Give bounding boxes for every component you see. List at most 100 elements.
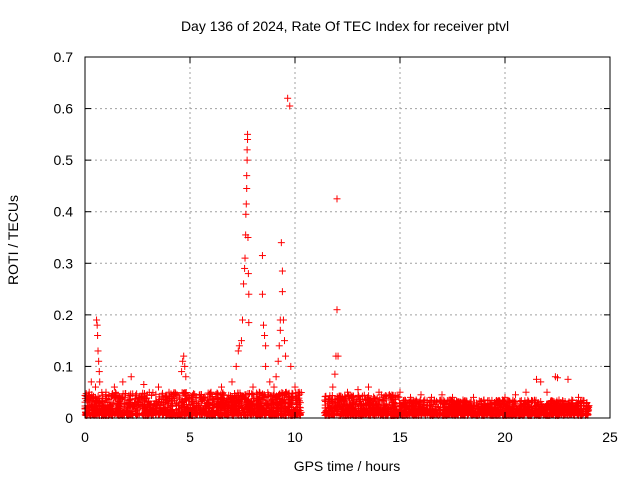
data-point bbox=[246, 409, 254, 417]
data-point bbox=[109, 400, 117, 408]
data-point bbox=[212, 406, 220, 414]
data-point bbox=[112, 388, 120, 396]
data-point bbox=[155, 383, 162, 391]
x-tick-label: 5 bbox=[186, 429, 194, 445]
data-point bbox=[109, 390, 117, 398]
data-point bbox=[324, 396, 332, 404]
data-point bbox=[295, 388, 303, 396]
data-point bbox=[241, 254, 249, 262]
data-point bbox=[239, 316, 246, 324]
y-axis-label: ROTI / TECUs bbox=[5, 195, 21, 285]
data-point bbox=[279, 316, 287, 324]
data-point bbox=[517, 407, 525, 415]
data-point bbox=[233, 408, 241, 416]
data-point bbox=[292, 410, 300, 418]
data-point bbox=[366, 396, 374, 404]
data-point bbox=[219, 390, 227, 398]
data-point bbox=[196, 408, 204, 416]
data-point bbox=[524, 408, 532, 416]
data-point bbox=[156, 395, 164, 403]
data-point bbox=[126, 392, 134, 400]
data-point bbox=[507, 406, 515, 414]
axis-ticks: 0 5 10 15 20 25 0 0.1 0.2 0.3 0.4 0.5 0.6 0.7 bbox=[54, 49, 618, 445]
data-point bbox=[272, 373, 280, 381]
data-point bbox=[571, 408, 579, 416]
data-point bbox=[521, 410, 529, 418]
x-tick-label: 10 bbox=[287, 429, 303, 445]
data-point bbox=[328, 408, 336, 416]
data-point bbox=[242, 200, 250, 208]
data-point bbox=[220, 410, 228, 418]
data-point bbox=[334, 401, 342, 409]
data-point bbox=[433, 410, 441, 418]
x-tick-label: 0 bbox=[81, 429, 89, 445]
data-point bbox=[348, 393, 356, 401]
data-point bbox=[221, 410, 229, 418]
data-point bbox=[85, 396, 93, 404]
data-point bbox=[442, 406, 450, 414]
data-point bbox=[176, 411, 184, 419]
data-point bbox=[567, 400, 575, 408]
data-point bbox=[165, 405, 173, 413]
data-point bbox=[578, 409, 586, 417]
data-point bbox=[341, 395, 349, 403]
plot-frame bbox=[84, 56, 611, 419]
data-point bbox=[149, 405, 157, 413]
data-point bbox=[262, 362, 270, 370]
data-point bbox=[143, 407, 151, 415]
data-point bbox=[276, 326, 284, 334]
data-point bbox=[553, 411, 561, 419]
data-point bbox=[94, 331, 102, 339]
data-point bbox=[241, 264, 249, 272]
data-point bbox=[532, 396, 540, 404]
data-point bbox=[396, 388, 404, 396]
data-point bbox=[286, 102, 294, 110]
data-point bbox=[287, 409, 295, 417]
data-point bbox=[321, 404, 329, 412]
data-point bbox=[264, 400, 272, 408]
data-point bbox=[512, 391, 519, 399]
data-point bbox=[151, 404, 159, 412]
data-point bbox=[583, 399, 591, 407]
data-point bbox=[377, 410, 385, 418]
data-point bbox=[547, 397, 555, 405]
data-point bbox=[102, 388, 110, 396]
data-point bbox=[172, 390, 180, 398]
data-point bbox=[90, 402, 98, 410]
data-point bbox=[95, 368, 103, 376]
data-point bbox=[282, 352, 290, 360]
data-point bbox=[378, 407, 386, 415]
data-point bbox=[333, 306, 341, 314]
data-point bbox=[149, 389, 157, 397]
data-point bbox=[357, 401, 365, 409]
data-point bbox=[453, 406, 461, 414]
data-point bbox=[177, 402, 185, 410]
data-point bbox=[278, 389, 286, 397]
data-point bbox=[243, 172, 251, 180]
data-point bbox=[261, 331, 269, 339]
data-point bbox=[449, 393, 456, 401]
data-point bbox=[213, 389, 221, 397]
data-point bbox=[388, 398, 396, 406]
data-point bbox=[278, 403, 286, 411]
data-point bbox=[495, 400, 503, 408]
data-point bbox=[564, 375, 572, 383]
data-point bbox=[407, 393, 414, 401]
data-point bbox=[142, 403, 150, 411]
data-point bbox=[253, 401, 261, 409]
data-point bbox=[478, 410, 486, 418]
data-point bbox=[96, 378, 104, 386]
data-point bbox=[260, 399, 268, 407]
data-point bbox=[165, 388, 173, 396]
data-point bbox=[350, 405, 358, 413]
y-tick-label: 0.3 bbox=[54, 255, 74, 271]
data-point bbox=[129, 401, 137, 409]
data-point bbox=[457, 411, 465, 419]
data-point bbox=[294, 400, 302, 408]
data-point bbox=[416, 403, 424, 411]
data-point bbox=[519, 411, 527, 419]
data-point bbox=[143, 391, 151, 399]
data-point bbox=[178, 368, 186, 376]
data-point bbox=[171, 389, 179, 397]
